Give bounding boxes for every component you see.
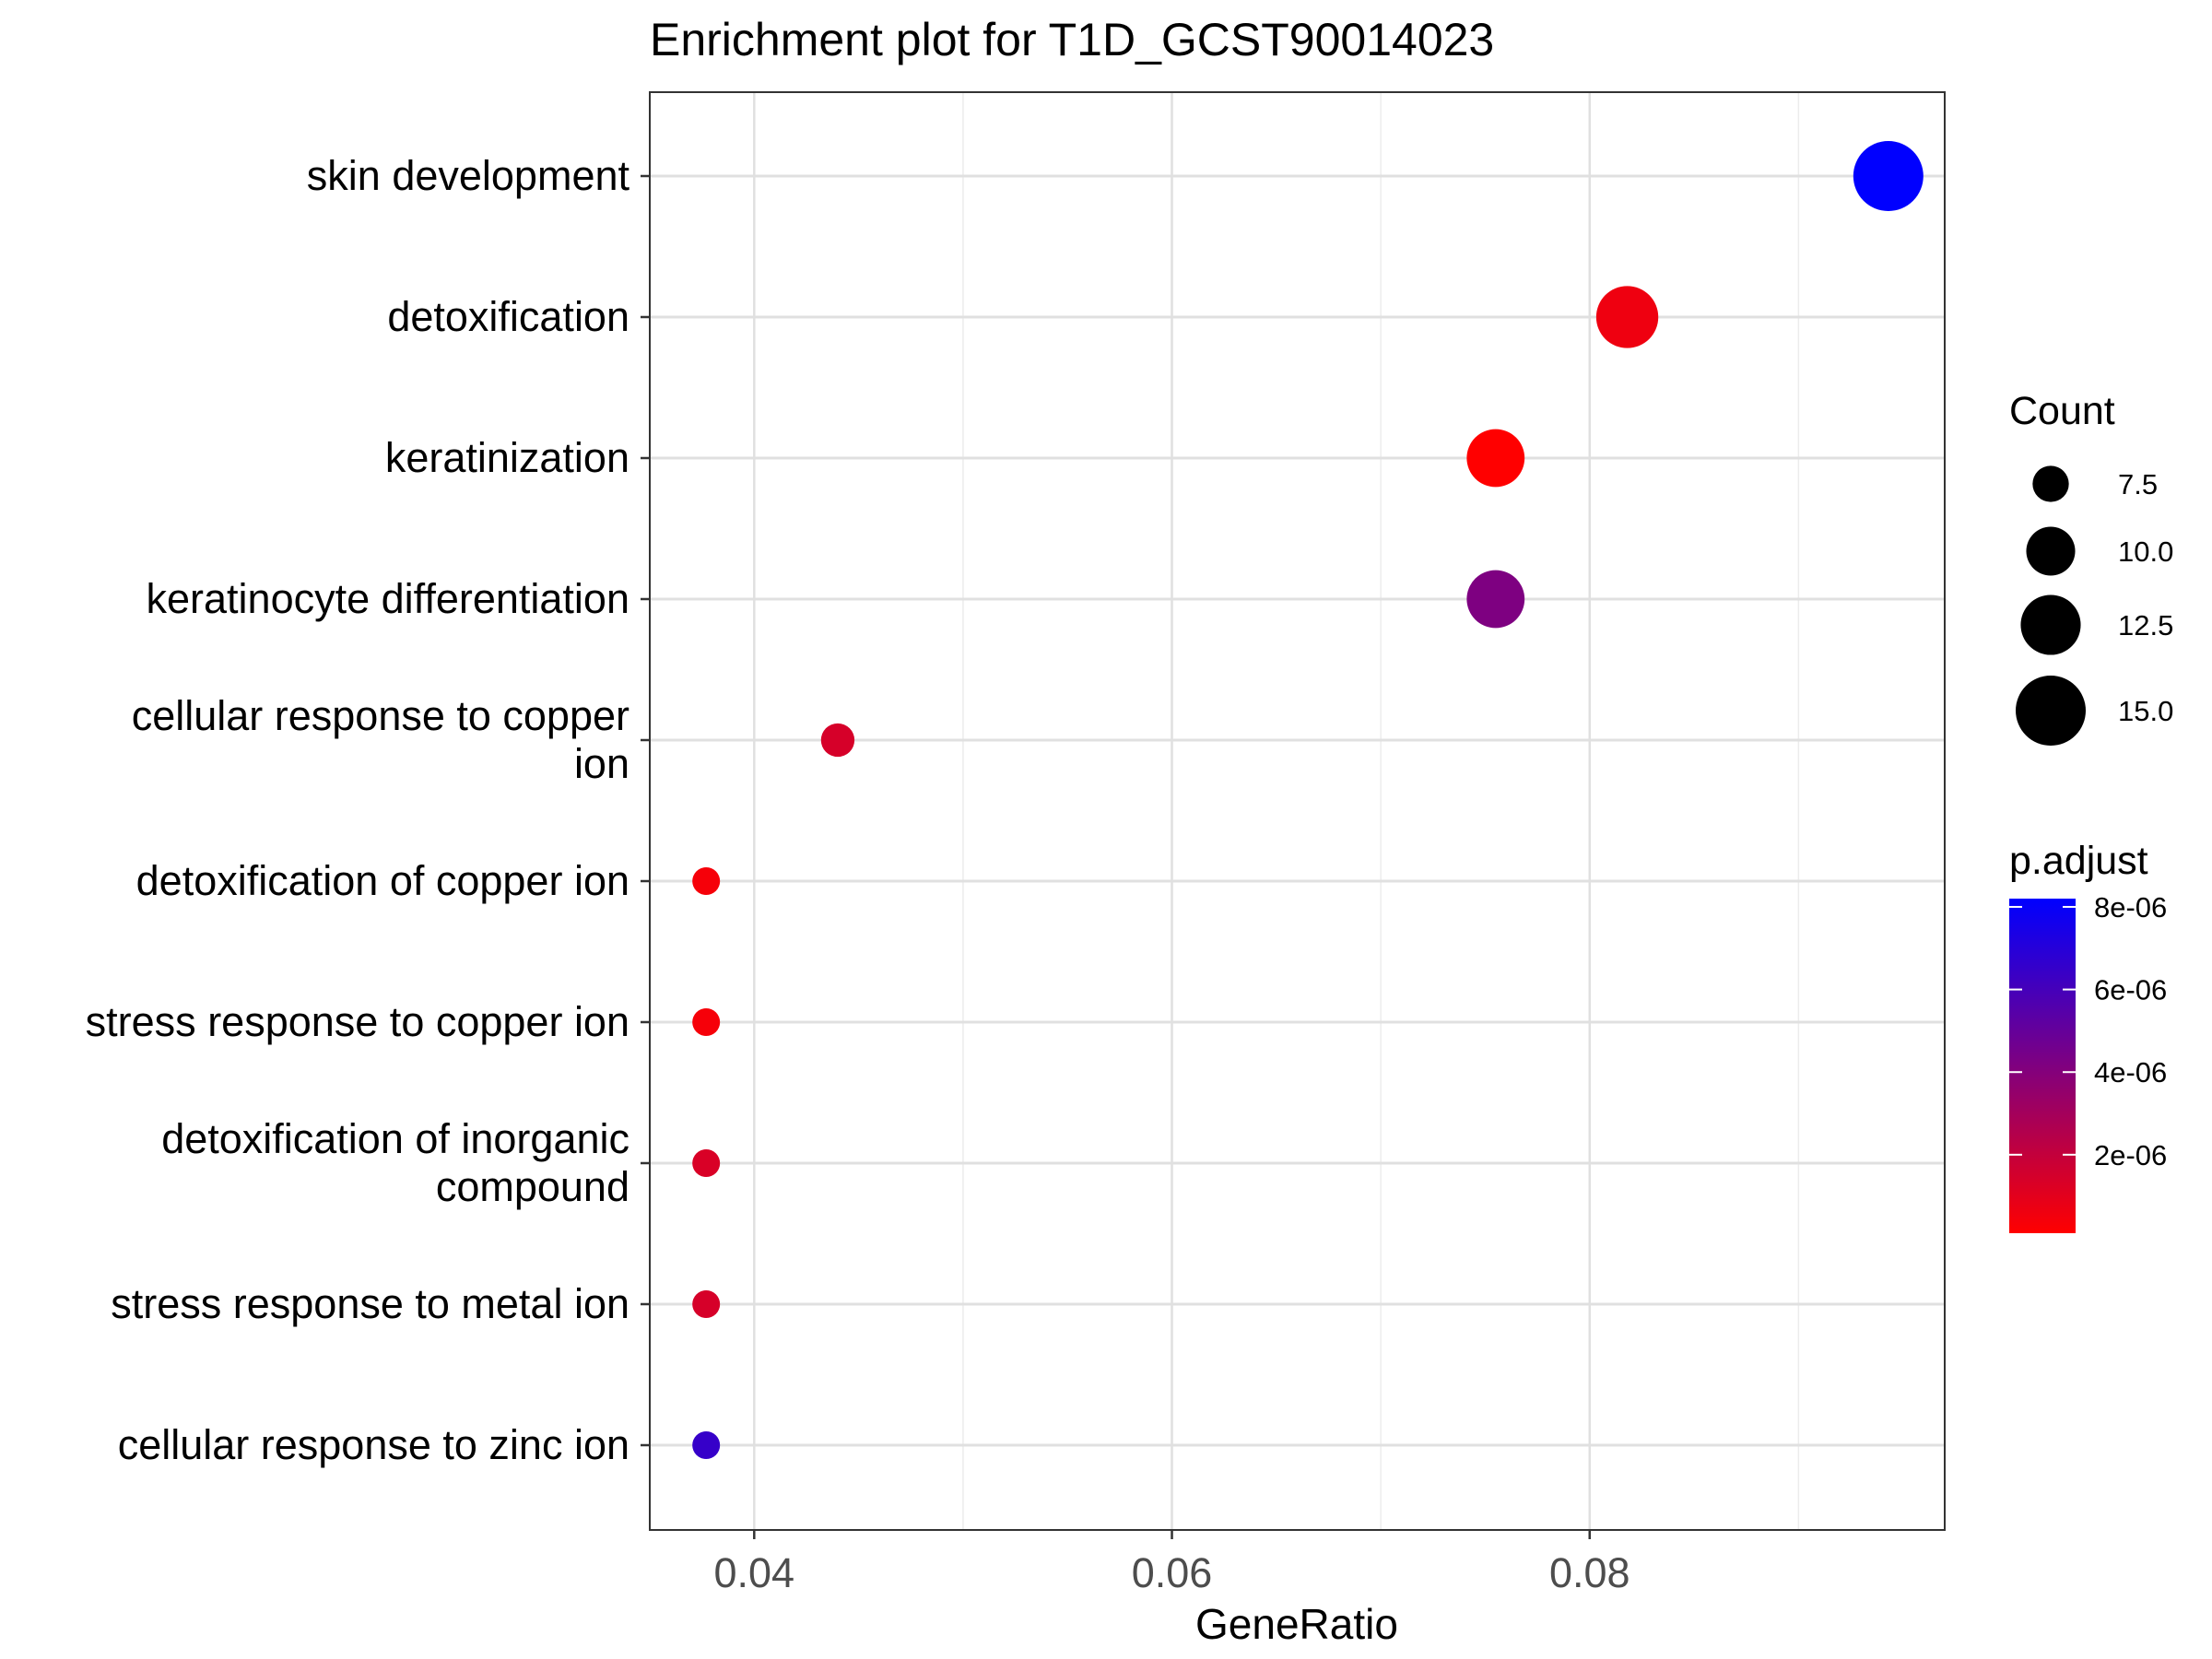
data-point [692, 867, 721, 895]
data-point [692, 1149, 721, 1177]
size-legend-title: Count [2009, 389, 2115, 433]
size-legend: Count 7.5 10.0 12.5 15.0 [2009, 389, 2173, 746]
y-tick-label: cellular response to zinc ion [118, 1421, 629, 1468]
color-legend-label: 4e-06 [2094, 1056, 2167, 1088]
panel-background [650, 92, 1945, 1530]
size-legend-label: 7.5 [2118, 468, 2158, 500]
y-tick-label: compound [436, 1163, 629, 1210]
x-axis-title: GeneRatio [1195, 1600, 1398, 1648]
size-legend-key [2032, 465, 2069, 502]
color-legend-label: 2e-06 [2094, 1139, 2167, 1171]
data-point [1466, 429, 1525, 488]
data-point [1595, 286, 1659, 348]
y-tick-label: detoxification [387, 293, 629, 340]
y-tick-label: keratinocyte differentiation [147, 575, 630, 622]
y-tick-label: detoxification of copper ion [136, 857, 629, 904]
major-gridlines [650, 92, 1945, 1530]
x-tick-label: 0.06 [1132, 1549, 1213, 1596]
size-legend-label: 10.0 [2118, 535, 2173, 568]
y-tick-label: skin development [307, 152, 630, 199]
y-tick-label: stress response to copper ion [86, 998, 629, 1045]
plot-panel [649, 91, 1946, 1531]
x-tick-label: 0.08 [1549, 1549, 1630, 1596]
y-tick-label: detoxification of inorganic [161, 1115, 629, 1162]
y-tick-label: stress response to metal ion [111, 1280, 629, 1327]
color-legend: p.adjust 2e-06 4e-06 6e-06 8e-06 [2009, 839, 2167, 1233]
x-axis: 0.04 0.06 0.08 [714, 1530, 1630, 1596]
y-tick-label: cellular response to copper [132, 692, 629, 739]
size-legend-key [2016, 676, 2086, 746]
data-point [1466, 570, 1525, 629]
y-tick-label: ion [574, 740, 629, 787]
data-point [1853, 141, 1924, 211]
y-tick-label: keratinization [385, 434, 629, 481]
size-legend-label: 12.5 [2118, 609, 2173, 641]
data-point [692, 1431, 721, 1459]
color-legend-title: p.adjust [2009, 839, 2148, 883]
data-point [820, 723, 855, 758]
y-axis: skin development detoxification keratiniza… [86, 152, 650, 1468]
data-point [692, 1290, 721, 1318]
color-legend-label: 8e-06 [2094, 891, 2167, 924]
size-legend-label: 15.0 [2118, 695, 2173, 727]
color-bar [2009, 899, 2076, 1233]
panel-border [649, 91, 1946, 1531]
color-legend-label: 6e-06 [2094, 974, 2167, 1006]
size-legend-key [2026, 526, 2076, 576]
minor-gridlines [962, 92, 1800, 1530]
chart-title: Enrichment plot for T1D_GCST90014023 [650, 14, 1494, 65]
data-point [692, 1008, 721, 1036]
x-tick-label: 0.04 [714, 1549, 795, 1596]
size-legend-key [2020, 594, 2081, 655]
data-points [692, 141, 1924, 1459]
